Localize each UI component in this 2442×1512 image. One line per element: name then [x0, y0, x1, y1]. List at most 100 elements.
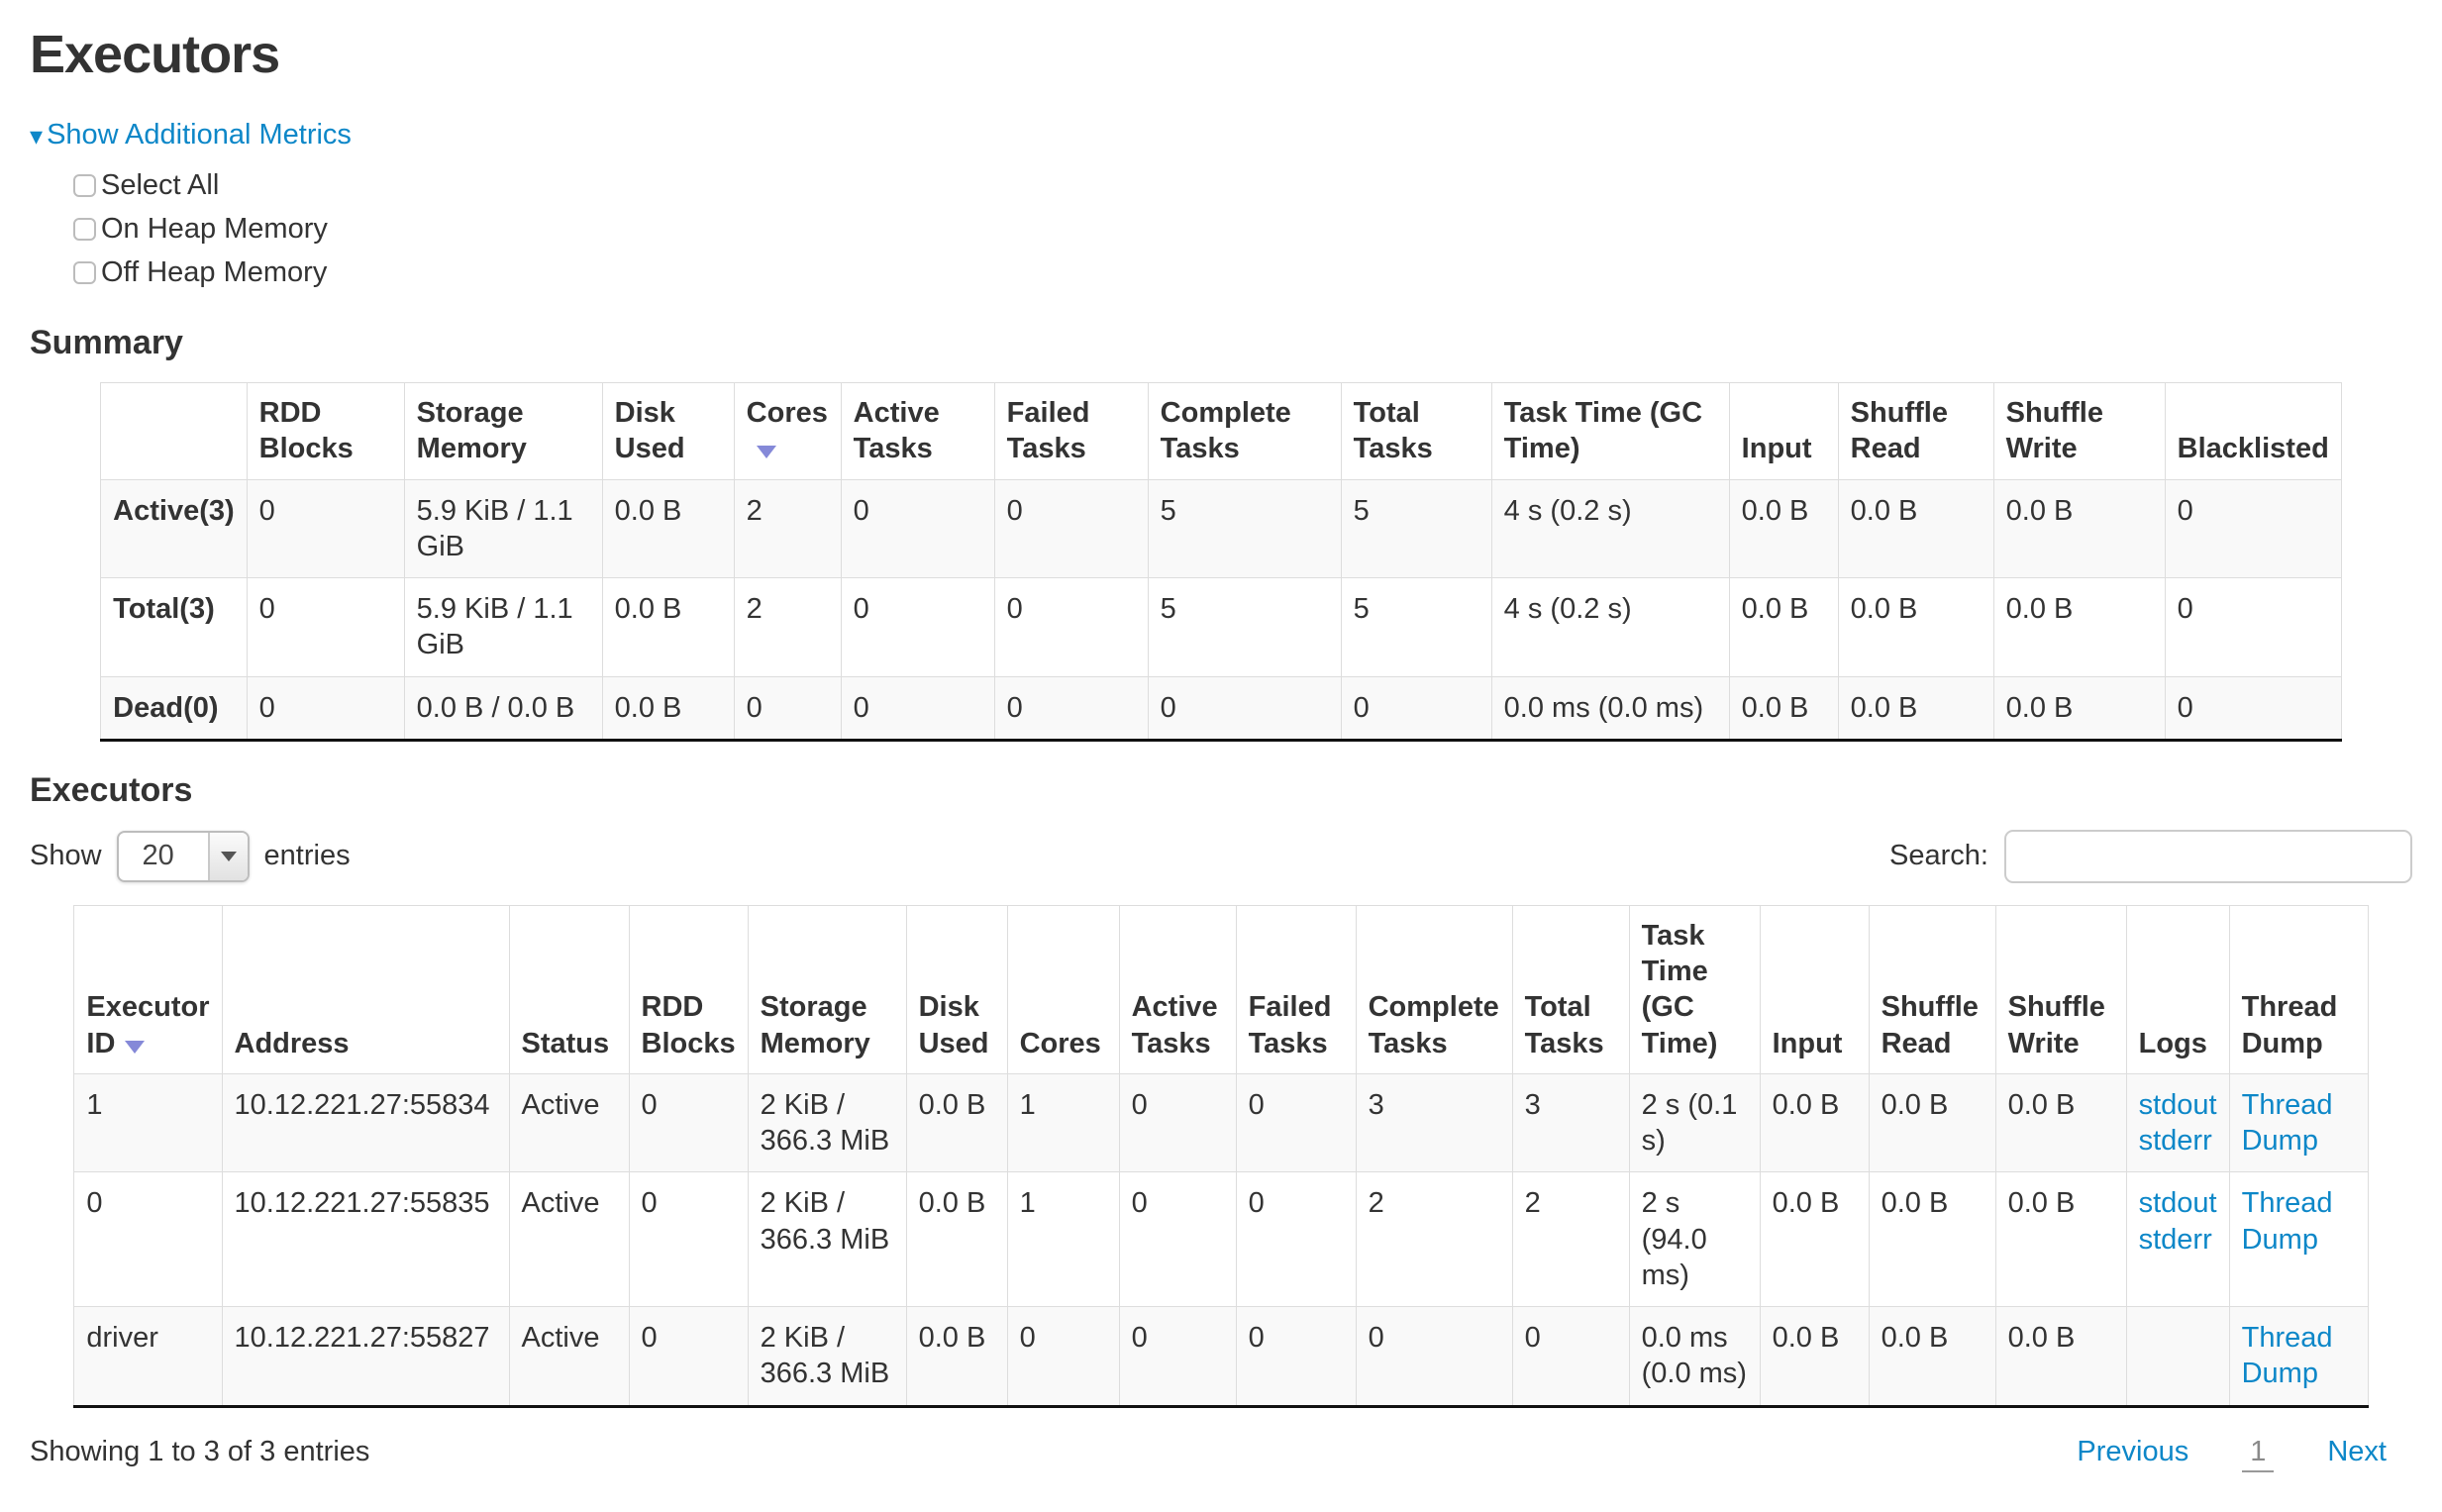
- executor-cell-rdd-blocks: 0: [628, 1073, 749, 1173]
- column-header-executor-id[interactable]: Executor ID: [73, 904, 222, 1074]
- executor-cell-thread-dump: Thread Dump: [2228, 1073, 2369, 1173]
- executor-cell-failed-tasks: 0: [1235, 1306, 1357, 1406]
- executor-cell-cores: 1: [1006, 1171, 1120, 1307]
- executor-cell-disk-used: 0.0 B: [905, 1171, 1008, 1307]
- column-header-task-time-gc-time[interactable]: Task Time (GC Time): [1490, 382, 1730, 480]
- column-header-total-tasks[interactable]: Total Tasks: [1511, 904, 1630, 1074]
- executor-cell-complete-tasks: 2: [1355, 1171, 1513, 1307]
- column-header-storage-memory[interactable]: Storage Memory: [747, 904, 907, 1074]
- executor-cell-rdd-blocks: 0: [628, 1171, 749, 1307]
- search-input[interactable]: [2004, 829, 2412, 883]
- column-header-complete-tasks[interactable]: Complete Tasks: [1355, 904, 1513, 1074]
- previous-page-button[interactable]: Previous: [2077, 1435, 2189, 1467]
- select-all-checkbox[interactable]: [73, 173, 96, 197]
- column-header-cores[interactable]: Cores: [1006, 904, 1120, 1074]
- metrics-checkbox-list: Select All On Heap Memory Off Heap Memor…: [73, 163, 2412, 294]
- executor-cell-complete-tasks: 0: [1355, 1306, 1513, 1406]
- executor-cell-active-tasks: 0: [1118, 1073, 1237, 1173]
- column-header-input[interactable]: Input: [1728, 382, 1839, 480]
- search-label: Search:: [1889, 840, 1988, 872]
- table-row: Dead(0) 0 0.0 B / 0.0 B 0.0 B 0 0 0 0 0 0.0 ms (0…: [100, 676, 2342, 741]
- summary-cell-blacklisted: 0: [2164, 676, 2342, 741]
- summary-cell-disk-used: 0.0 B: [601, 676, 735, 741]
- checkbox-label: On Heap Memory: [101, 212, 328, 245]
- column-header-shuffle-read[interactable]: Shuffle Read: [1837, 382, 1994, 480]
- metric-option-select-all: Select All: [73, 163, 2412, 207]
- table-row: 0 10.12.221.27:55835 Active 0 2 KiB / 366.3 …: [73, 1171, 2369, 1307]
- summary-table: RDD Blocks Storage Memory Disk Used Cores Ac…: [100, 382, 2342, 742]
- summary-cell-total-tasks: 5: [1340, 479, 1492, 578]
- executors-heading: Executors: [30, 770, 193, 809]
- column-header-active-tasks[interactable]: Active Tasks: [1118, 904, 1237, 1074]
- executor-cell-logs: stdout stderr: [2125, 1171, 2230, 1307]
- executor-cell-storage-memory: 2 KiB / 366.3 MiB: [747, 1306, 907, 1406]
- summary-cell-failed-tasks: 0: [993, 479, 1149, 578]
- summary-cell-task-time-gc-time: 0.0 ms (0.0 ms): [1490, 676, 1730, 741]
- column-header-active-tasks[interactable]: Active Tasks: [840, 382, 995, 480]
- column-header-task-time-gc-time[interactable]: Task Time (GC Time): [1628, 904, 1761, 1074]
- on-heap-memory-checkbox[interactable]: [73, 217, 96, 241]
- summary-row-label: Dead(0): [100, 676, 248, 741]
- executor-cell-shuffle-read: 0.0 B: [1868, 1171, 1996, 1307]
- column-header-blacklisted[interactable]: Blacklisted: [2164, 382, 2342, 480]
- column-header-shuffle-read[interactable]: Shuffle Read: [1868, 904, 1996, 1074]
- executor-cell-input: 0.0 B: [1759, 1073, 1870, 1173]
- summary-cell-storage-memory: 5.9 KiB / 1.1 GiB: [403, 577, 603, 677]
- executor-cell-complete-tasks: 3: [1355, 1073, 1513, 1173]
- summary-cell-rdd-blocks: 0: [246, 577, 405, 677]
- sort-arrow-icon: [756, 446, 776, 459]
- executor-cell-thread-dump: Thread Dump: [2228, 1306, 2369, 1406]
- table-row: driver 10.12.221.27:55827 Active 0 2 KiB / 3…: [73, 1306, 2369, 1406]
- stderr-link[interactable]: stderr: [2138, 1125, 2212, 1157]
- executor-cell-disk-used: 0.0 B: [905, 1073, 1008, 1173]
- column-header-status[interactable]: Status: [508, 904, 629, 1074]
- column-header-failed-tasks[interactable]: Failed Tasks: [1235, 904, 1357, 1074]
- show-label: Show: [30, 840, 102, 872]
- thread-dump-link[interactable]: Thread Dump: [2241, 1322, 2333, 1390]
- chevron-down-icon: [220, 851, 237, 861]
- column-header-disk-used[interactable]: Disk Used: [905, 904, 1008, 1074]
- executor-cell-task-time-gc-time: 2 s (0.1 s): [1628, 1073, 1761, 1173]
- thread-dump-link[interactable]: Thread Dump: [2241, 1187, 2333, 1256]
- select-dropdown-button[interactable]: [207, 832, 248, 880]
- summary-cell-cores: 2: [733, 479, 842, 578]
- column-header-cores[interactable]: Cores: [733, 382, 842, 480]
- current-page-button[interactable]: 1: [2242, 1436, 2275, 1472]
- executor-cell-address: 10.12.221.27:55835: [221, 1171, 509, 1307]
- stdout-link[interactable]: stdout: [2138, 1187, 2217, 1220]
- column-header-shuffle-write[interactable]: Shuffle Write: [1994, 904, 2127, 1074]
- column-header-storage-memory[interactable]: Storage Memory: [403, 382, 603, 480]
- column-header-address[interactable]: Address: [221, 904, 509, 1074]
- summary-cell-task-time-gc-time: 4 s (0.2 s): [1490, 479, 1730, 578]
- summary-cell-input: 0.0 B: [1728, 479, 1839, 578]
- checkbox-label: Off Heap Memory: [101, 255, 328, 288]
- column-header-failed-tasks[interactable]: Failed Tasks: [993, 382, 1149, 480]
- column-header-row-label[interactable]: [100, 382, 248, 480]
- executors-table-footer: Showing 1 to 3 of 3 entries Previous 1 N…: [30, 1436, 2412, 1472]
- page-size-select[interactable]: 20: [116, 830, 250, 882]
- column-header-shuffle-write[interactable]: Shuffle Write: [1992, 382, 2166, 480]
- next-page-button[interactable]: Next: [2327, 1435, 2387, 1467]
- show-additional-metrics-toggle[interactable]: ▾ Show Additional Metrics: [30, 119, 2412, 151]
- stdout-link[interactable]: stdout: [2138, 1088, 2217, 1121]
- executor-cell-failed-tasks: 0: [1235, 1171, 1357, 1307]
- header-row: RDD Blocks Storage Memory Disk Used Cores Ac…: [100, 382, 2342, 480]
- column-header-logs[interactable]: Logs: [2125, 904, 2230, 1074]
- pagination: Previous 1 Next: [2077, 1436, 2387, 1472]
- summary-cell-shuffle-read: 0.0 B: [1837, 479, 1994, 578]
- executor-cell-shuffle-write: 0.0 B: [1994, 1073, 2127, 1173]
- thread-dump-link[interactable]: Thread Dump: [2241, 1088, 2333, 1157]
- column-header-thread-dump[interactable]: Thread Dump: [2228, 904, 2369, 1074]
- column-header-total-tasks[interactable]: Total Tasks: [1340, 382, 1492, 480]
- column-header-input[interactable]: Input: [1759, 904, 1870, 1074]
- column-header-rdd-blocks[interactable]: RDD Blocks: [628, 904, 749, 1074]
- column-header-disk-used[interactable]: Disk Used: [601, 382, 735, 480]
- executor-cell-address: 10.12.221.27:55827: [221, 1306, 509, 1406]
- off-heap-memory-checkbox[interactable]: [73, 260, 96, 284]
- column-header-complete-tasks[interactable]: Complete Tasks: [1147, 382, 1342, 480]
- column-header-rdd-blocks[interactable]: RDD Blocks: [246, 382, 405, 480]
- stderr-link[interactable]: stderr: [2138, 1223, 2212, 1256]
- summary-cell-shuffle-write: 0.0 B: [1992, 676, 2166, 741]
